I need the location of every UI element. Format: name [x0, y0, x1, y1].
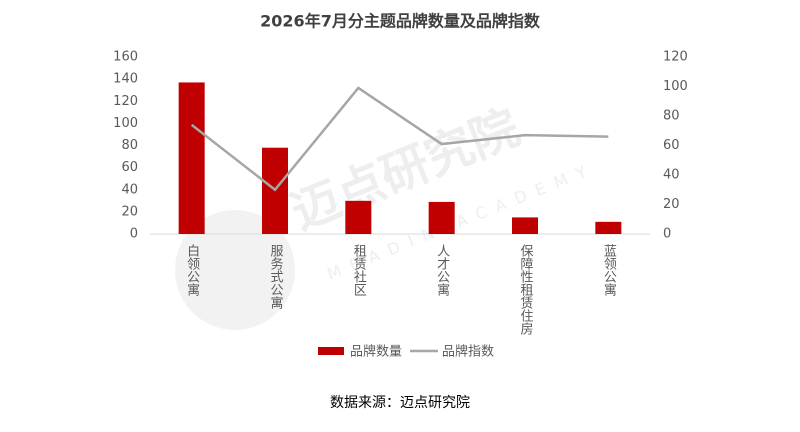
bar	[345, 200, 372, 234]
bar	[595, 221, 622, 234]
bar	[178, 82, 205, 234]
chart-title: 2026年7月分主题品牌数量及品牌指数	[260, 12, 541, 31]
source: 数据来源：迈点研究院	[330, 395, 470, 411]
y2-tick-label: 40	[663, 168, 680, 183]
y-tick-label: 20	[121, 204, 138, 219]
x-tick-label: 租赁社区	[351, 244, 367, 296]
y2-tick-label: 80	[663, 109, 680, 124]
y-tick-label: 60	[121, 160, 138, 175]
y-tick-label: 140	[113, 72, 138, 87]
y2-tick-label: 100	[663, 79, 688, 94]
x-tick-label: 人才公寓	[434, 244, 450, 296]
y-tick-label: 160	[113, 50, 138, 65]
y-tick-label: 80	[121, 138, 138, 153]
x-tick-label: 白领公寓	[184, 243, 200, 296]
y2-tick-label: 20	[663, 197, 680, 212]
x-tick-label: 服务式公寓	[268, 244, 284, 309]
legend-label: 品牌数量	[350, 344, 402, 360]
bar	[428, 201, 455, 234]
y2-tick-label: 60	[663, 138, 680, 153]
line	[190, 86, 609, 192]
y2-tick-label: 0	[663, 227, 671, 242]
y2-tick-label: 120	[663, 50, 688, 65]
x-tick-label: 保障性租赁住房	[518, 244, 534, 335]
y-tick-label: 0	[130, 227, 138, 242]
watermark-logo	[175, 210, 295, 330]
bar	[512, 217, 538, 234]
y-tick-label: 100	[113, 116, 138, 131]
x-tick-label: 蓝领公寓	[601, 244, 617, 296]
y-tick-label: 40	[121, 182, 138, 197]
legend-label: 品牌指数	[442, 344, 494, 360]
y-tick-label: 120	[113, 94, 138, 109]
legend-swatch	[318, 347, 344, 355]
